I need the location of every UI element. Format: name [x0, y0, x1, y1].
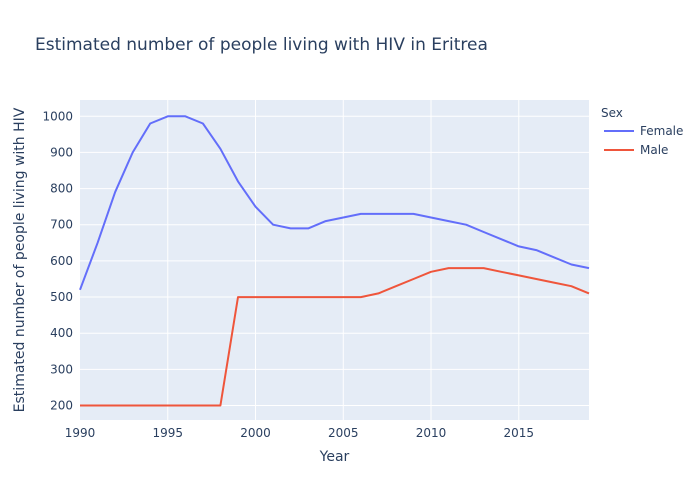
y-axis-title: Estimated number of people living with H…: [12, 107, 28, 412]
x-tick-label: 2005: [328, 426, 359, 440]
x-tick-label: 2015: [504, 426, 535, 440]
chart-title: Estimated number of people living with H…: [35, 35, 488, 55]
y-tick-label: 200: [50, 399, 73, 413]
plot-area: [80, 100, 589, 420]
legend-item-female[interactable]: Female: [604, 124, 683, 138]
series-line-male: [80, 267, 590, 407]
y-tick-label: 1000: [42, 109, 73, 123]
x-tick-label: 2010: [416, 426, 447, 440]
x-tick-label: 1990: [65, 426, 96, 440]
legend-label: Female: [640, 124, 683, 138]
y-tick-label: 400: [50, 326, 73, 340]
x-tick-label: 1995: [152, 426, 183, 440]
y-tick-label: 900: [50, 145, 73, 159]
y-tick-label: 700: [50, 218, 73, 232]
y-tick-label: 600: [50, 254, 73, 268]
legend-item-male[interactable]: Male: [604, 143, 668, 157]
y-tick-label: 800: [50, 182, 73, 196]
y-axis-ticks: 200 300 400 500 600 700 800 900 1000: [42, 109, 73, 412]
series-line-female: [79, 115, 590, 291]
x-tick-label: 2000: [240, 426, 271, 440]
y-tick-label: 300: [50, 362, 73, 376]
y-tick-label: 500: [50, 290, 73, 304]
x-axis-title: Year: [319, 449, 350, 465]
legend-title: Sex: [601, 106, 623, 120]
x-axis-ticks: 1990 1995 2000 2005 2010 2015: [65, 426, 534, 440]
legend-label: Male: [640, 143, 668, 157]
grid: [80, 100, 589, 420]
legend[interactable]: Sex Female Male: [601, 106, 683, 157]
series-lines: [79, 115, 590, 407]
